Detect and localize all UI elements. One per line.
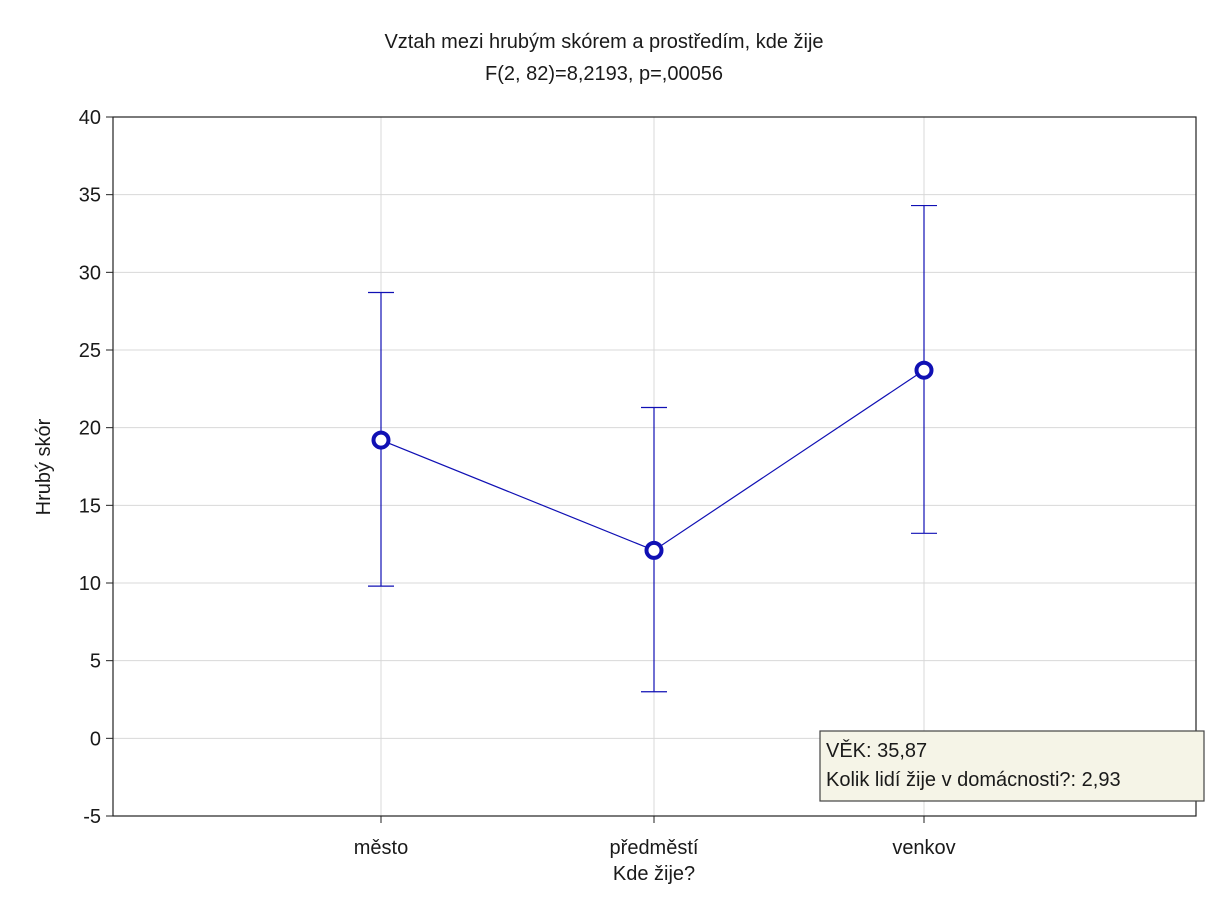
- y-tick-label: 5: [90, 651, 101, 673]
- annotation-box: VĚK: 35,87 Kolik lidí žije v domácnosti?:…: [819, 730, 1205, 802]
- data-point: [914, 360, 934, 380]
- plot-area: -5 0 5 10 15 20 25 30 35 40 město předměstí venkov VĚ…: [79, 107, 1205, 859]
- y-tick-label: 10: [79, 573, 101, 595]
- y-tick-label: 35: [79, 185, 101, 207]
- data-point: [644, 540, 664, 560]
- y-tick-label: 15: [79, 495, 101, 517]
- y-tick-label: 0: [90, 728, 101, 750]
- chart-title: Vztah mezi hrubým skórem a prostředím, k…: [384, 31, 823, 53]
- y-tick-label: 30: [79, 262, 101, 284]
- annotation-line: Kolik lidí žije v domácnosti?: 2,93: [826, 769, 1121, 791]
- annotation-line: VĚK: 35,87: [826, 739, 927, 762]
- plot-frame: [112, 116, 1197, 817]
- y-axis-label: Hrubý skór: [33, 418, 55, 515]
- y-tick-label: 40: [79, 107, 101, 129]
- x-tick-label: město: [354, 837, 408, 859]
- chart-subtitle: F(2, 82)=8,2193, p=,00056: [485, 63, 723, 85]
- x-tick-label: venkov: [892, 837, 955, 859]
- x-axis-label: Kde žije?: [613, 863, 695, 885]
- y-tick-label: 25: [79, 340, 101, 362]
- data-point: [371, 430, 391, 450]
- x-tick-label: předměstí: [610, 837, 699, 859]
- y-tick-label: -5: [83, 806, 101, 828]
- annotation-background: [819, 730, 1205, 802]
- series-line: [380, 369, 925, 552]
- y-tick-label: 20: [79, 418, 101, 440]
